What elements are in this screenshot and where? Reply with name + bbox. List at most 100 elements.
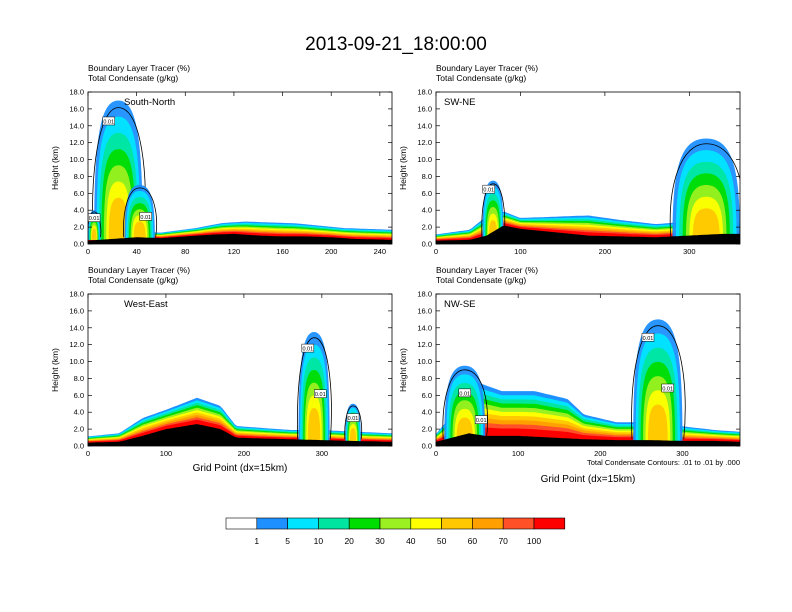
y-tick-label: 8.0 xyxy=(74,374,84,383)
contour-label: 0.01 xyxy=(315,392,326,398)
y-tick-label: 0.0 xyxy=(74,442,84,451)
x-tick-label: 100 xyxy=(514,247,527,256)
condensate-contour-0 xyxy=(481,183,506,238)
contour-label: 0.01 xyxy=(662,387,673,393)
y-tick-label: 4.0 xyxy=(422,408,432,417)
location-marker xyxy=(582,238,590,244)
panel-label-tracer: Boundary Layer Tracer (%) xyxy=(436,265,538,275)
y-tick-label: 18.0 xyxy=(417,290,432,299)
plot-frame xyxy=(435,293,741,447)
colorbar-label: 20 xyxy=(344,536,354,546)
y-tick-label: 0.0 xyxy=(74,240,84,249)
y-tick-label: 18.0 xyxy=(417,88,432,97)
y-tick-label: 8.0 xyxy=(422,374,432,383)
contour-label: 0.01 xyxy=(476,418,487,424)
y-tick-label: 16.0 xyxy=(69,306,84,315)
y-tick-label: 10.0 xyxy=(417,155,432,164)
x-tick-label: 160 xyxy=(276,247,289,256)
colorbar-swatch-0 xyxy=(225,517,258,530)
x-tick-label: 240 xyxy=(374,247,387,256)
panels-group: 0.010.01 0.010.02.04.06.08.010.012.014.01… xyxy=(50,63,741,485)
panel-label-condensate: Total Condensate (g/kg) xyxy=(436,73,526,83)
y-tick-label: 18.0 xyxy=(69,290,84,299)
contour-label: 0.01 xyxy=(140,215,151,221)
panel-label-condensate: Total Condensate (g/kg) xyxy=(436,275,526,285)
x-tick-label: 40 xyxy=(132,247,140,256)
terrain xyxy=(88,424,392,446)
colorbar-swatch-10 xyxy=(533,517,566,530)
contour-label-box xyxy=(139,212,153,221)
colorbar-swatch-8 xyxy=(472,517,504,530)
condensate-contour-0 xyxy=(631,325,686,440)
y-tick-label: 16.0 xyxy=(417,104,432,113)
colorbar-label: 50 xyxy=(437,536,447,546)
colorbar-swatch-2 xyxy=(287,517,319,530)
condensate-contour-1 xyxy=(669,143,740,238)
contour-label-box xyxy=(314,389,327,398)
y-tick-label: 10.0 xyxy=(69,357,84,366)
figure-title: 2013-09-21_18:00:00 xyxy=(305,34,487,55)
y-tick-label: 6.0 xyxy=(422,189,432,198)
contour-label-box xyxy=(482,184,496,194)
x-tick-label: 0 xyxy=(86,247,90,256)
plume-0-layer-7 xyxy=(647,404,668,442)
y-tick-label: 6.0 xyxy=(422,391,432,400)
y-tick-label: 10.0 xyxy=(417,357,432,366)
contour-label: 0.01 xyxy=(103,119,114,125)
y-tick-label: 10.0 xyxy=(69,155,84,164)
location-marker xyxy=(235,238,243,244)
y-tick-label: 0.0 xyxy=(422,442,432,451)
x-tick-label: 200 xyxy=(599,247,612,256)
y-tick-label: 8.0 xyxy=(422,172,432,181)
x-tick-label: 0 xyxy=(434,449,438,458)
contour-label-box xyxy=(301,343,315,353)
x-axis-label: Grid Point (dx=15km) xyxy=(193,463,288,474)
colorbar-swatch-7 xyxy=(441,517,473,530)
panel-label-tracer: Boundary Layer Tracer (%) xyxy=(88,63,190,73)
condensate-contour-0 xyxy=(92,107,146,238)
colorbar-swatch-4 xyxy=(348,517,381,530)
y-tick-label: 4.0 xyxy=(74,206,84,215)
terrain xyxy=(436,225,740,244)
y-tick-label: 16.0 xyxy=(69,104,84,113)
plume-1-layer-7 xyxy=(692,208,720,240)
plot-area: 0.01 0.01 0.01 0.01 xyxy=(436,319,740,446)
plot-area: 0.01 0.01 0.01 xyxy=(88,332,392,446)
contour-label: 0.01 xyxy=(89,216,100,222)
panel-label-condensate: Total Condensate (g/kg) xyxy=(88,73,178,83)
contour-label: 0.01 xyxy=(643,336,654,342)
contour-label: 0.01 xyxy=(302,347,313,353)
panel-title: South-North xyxy=(124,97,175,108)
terrain xyxy=(436,433,740,446)
contour-label: 0.01 xyxy=(348,416,359,422)
x-tick-label: 80 xyxy=(181,247,189,256)
panel-label-tracer: Boundary Layer Tracer (%) xyxy=(436,63,538,73)
plot-frame xyxy=(435,91,741,245)
contour-label-box xyxy=(661,383,674,393)
y-tick-label: 14.0 xyxy=(69,121,84,130)
y-tick-label: 6.0 xyxy=(74,189,84,198)
y-axis-label: Height (km) xyxy=(398,348,408,392)
y-tick-label: 4.0 xyxy=(422,206,432,215)
colorbar-label: 5 xyxy=(285,536,290,546)
y-tick-label: 4.0 xyxy=(74,408,84,417)
condensate-contour-1 xyxy=(442,369,489,440)
plume-2-layer-7 xyxy=(133,221,146,240)
plume-0-layer-7 xyxy=(307,408,321,442)
y-tick-label: 12.0 xyxy=(69,340,84,349)
x-tick-label: 100 xyxy=(512,449,525,458)
y-axis-label: Height (km) xyxy=(50,146,60,190)
panel-title: NW-SE xyxy=(444,299,476,310)
panel-0: 0.01 0.01 0.01 0.0 2.0 4.0 6.0 8.0 10.0 12.0 14.0 1… xyxy=(50,63,393,256)
plot-frame xyxy=(87,293,393,447)
condensate-contour-0 xyxy=(297,337,332,440)
x-tick-label: 200 xyxy=(594,449,607,458)
y-tick-label: 12.0 xyxy=(417,340,432,349)
panel-label-tracer: Boundary Layer Tracer (%) xyxy=(88,265,190,275)
colorbar-label: 100 xyxy=(527,536,541,546)
y-tick-label: 12.0 xyxy=(417,138,432,147)
panel-label-condensate: Total Condensate (g/kg) xyxy=(88,275,178,285)
colorbar: 1 5 10 20 30 40 50 60 70 100 xyxy=(225,517,566,546)
panel-title: West-East xyxy=(124,299,168,310)
